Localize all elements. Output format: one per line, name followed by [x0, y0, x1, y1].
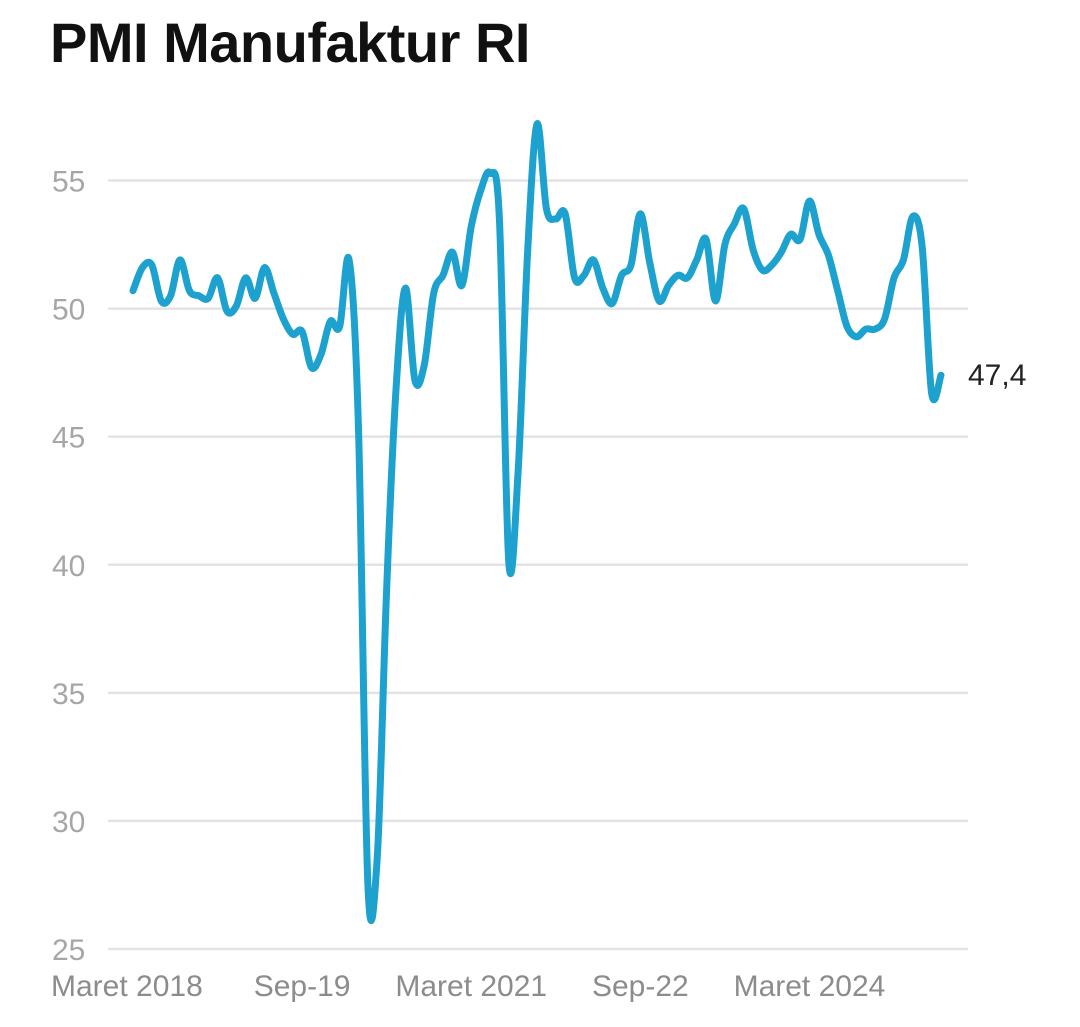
- chart-title: PMI Manufaktur RI: [50, 11, 530, 74]
- x-tick-label: Sep-22: [592, 970, 689, 1003]
- x-tick-label: Sep-19: [254, 970, 351, 1003]
- y-tick-label: 35: [52, 678, 85, 711]
- x-tick-label: Maret 2021: [395, 970, 547, 1003]
- last-value-label: 47,4: [968, 359, 1026, 392]
- gridlines: [108, 179, 968, 951]
- y-tick-label: 55: [52, 166, 85, 199]
- x-axis-ticks: Maret 2018 Sep-19 Maret 2021 Sep-22 Maret 20…: [51, 970, 885, 1003]
- y-tick-label: 30: [52, 806, 85, 839]
- x-tick-label: Maret 2024: [734, 970, 886, 1003]
- y-tick-label: 45: [52, 422, 85, 455]
- series-line: [129, 120, 945, 925]
- y-tick-label: 40: [52, 550, 85, 583]
- x-tick-label: Maret 2018: [51, 970, 203, 1003]
- y-tick-label: 50: [52, 294, 85, 327]
- y-axis-ticks: 25 30 35 40 45 50 55: [52, 166, 85, 968]
- y-tick-label: 25: [52, 934, 85, 967]
